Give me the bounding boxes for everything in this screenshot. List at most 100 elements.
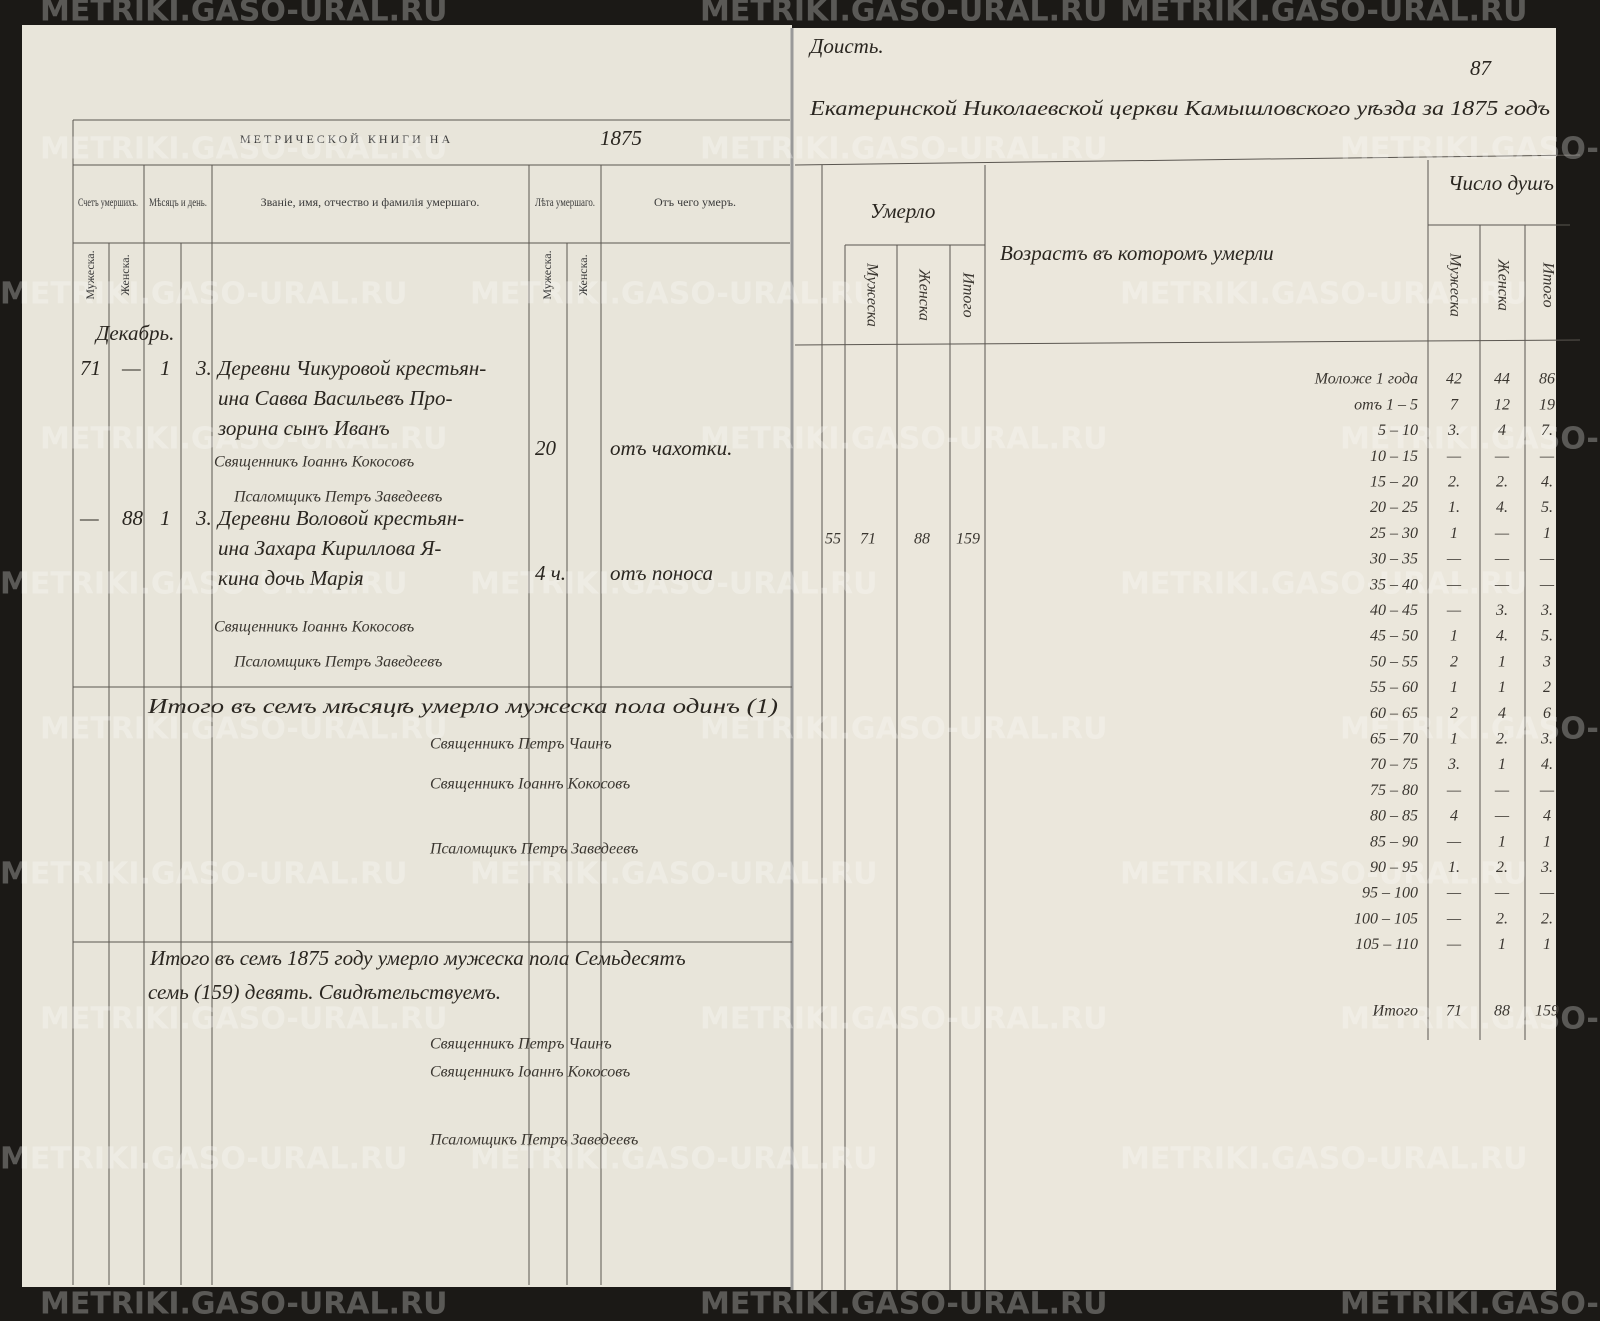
age-row-label: 5 – 10 [1378, 422, 1418, 439]
died-total: 71 [860, 531, 876, 548]
watermark: METRIKI.GASO-URAL.RU [700, 422, 1108, 457]
age-row-value: 1 [1498, 653, 1506, 670]
died-subheader: Мужеска [863, 262, 880, 327]
entry-month-day: 1 [160, 506, 171, 530]
age-row-value: 5. [1541, 628, 1553, 645]
entry-text: ина Захара Кириллова Я- [218, 536, 441, 560]
age-row-value: — [1446, 833, 1462, 850]
signature: Священникъ Іоаннъ Кокосовъ [214, 454, 414, 471]
entry-male: 71 [80, 356, 101, 380]
age-header: Возрастъ въ которомъ умерли [1000, 241, 1274, 265]
souls-subheader: Мужеска [1446, 252, 1463, 317]
age-row-label: 90 – 95 [1370, 859, 1418, 876]
age-row-value: — [1446, 910, 1462, 927]
book-year: 1875 [600, 126, 642, 150]
column-header: Званіе, имя, отчество и фамилія умершаго… [261, 195, 480, 209]
age-row-value: 2. [1496, 859, 1508, 876]
age-row-value: 3. [1540, 859, 1553, 876]
age-row-value: 1 [1543, 525, 1551, 542]
total-row-value: 88 [1494, 1003, 1510, 1020]
age-row-value: 1. [1448, 499, 1460, 516]
age-row-label: 20 – 25 [1370, 499, 1418, 516]
entry-day: 3. [195, 506, 212, 530]
signature: Псаломщикъ Петръ Заведеевъ [429, 841, 638, 858]
entry-month-day: 1 [160, 356, 171, 380]
age-row-value: 1. [1448, 859, 1460, 876]
age-row-value: 19 [1539, 396, 1555, 413]
year-total: семь (159) девять. Свидѣтельствуемъ. [148, 980, 501, 1004]
age-row-value: 12 [1494, 396, 1510, 413]
age-row-value: 2 [1450, 705, 1458, 722]
age-row-value: — [1446, 782, 1462, 799]
age-row-label: 70 – 75 [1370, 756, 1418, 773]
age-row-value: 4 [1498, 422, 1506, 439]
age-row-value: 1 [1498, 833, 1506, 850]
watermark: METRIKI.GASO-URAL.RU [1120, 1142, 1528, 1177]
died-subheader: Итого [959, 271, 976, 317]
age-row-value: 7 [1450, 396, 1459, 413]
age-row-value: — [1494, 885, 1510, 902]
right-page [792, 28, 1556, 1290]
age-row-value: 2. [1496, 730, 1508, 747]
subcolumn-header: Женска. [576, 254, 590, 295]
age-row-value: 44 [1494, 371, 1510, 388]
age-row-value: — [1539, 448, 1555, 465]
age-row-value: 4 [1498, 705, 1506, 722]
watermark: METRIKI.GASO-URAL.RU [0, 277, 408, 312]
age-row-label: 45 – 50 [1370, 628, 1418, 645]
watermark: METRIKI.GASO-URAL.RU [700, 132, 1108, 167]
age-row-label: 105 – 110 [1355, 936, 1418, 953]
watermark: METRIKI.GASO-URAL.RU [1120, 277, 1528, 312]
age-row-value: — [1446, 885, 1462, 902]
age-row-label: 30 – 35 [1369, 551, 1418, 568]
age-row-value: 1 [1450, 525, 1458, 542]
age-row-value: — [1446, 576, 1462, 593]
left-page [22, 25, 792, 1287]
age-row-label: Моложе 1 года [1314, 371, 1418, 388]
age-row-value: 1 [1450, 628, 1458, 645]
age-row-label: 10 – 15 [1370, 448, 1418, 465]
signature: Священникъ Іоаннъ Кокосовъ [430, 776, 630, 793]
age-row-value: — [1494, 782, 1510, 799]
age-row-value: — [1539, 551, 1555, 568]
entry-cause: отъ поноса [610, 561, 713, 585]
age-row-value: — [1539, 576, 1555, 593]
entry-cause: отъ чахотки. [610, 436, 732, 460]
page-number: 87 [1470, 56, 1493, 80]
watermark: METRIKI.GASO-URAL.RU [40, 1002, 448, 1037]
watermark: METRIKI.GASO-URAL.RU [470, 567, 878, 602]
age-row-value: 2. [1496, 473, 1508, 490]
signature: Псаломщикъ Петръ Заведеевъ [429, 1132, 638, 1149]
subcolumn-header: Женска. [118, 254, 132, 295]
age-row-value: 3 [1542, 653, 1551, 670]
age-row-value: 1 [1543, 936, 1551, 953]
age-row-label: 65 – 70 [1370, 730, 1418, 747]
entry-text: зорина сынъ Иванъ [217, 416, 390, 440]
souls-subheader: Итого [1539, 261, 1556, 307]
age-row-value: 4. [1541, 473, 1553, 490]
age-row-value: 1 [1498, 936, 1506, 953]
age-row-value: 3. [1447, 422, 1460, 439]
age-row-value: 3. [1447, 756, 1460, 773]
entry-male: — [79, 506, 99, 530]
register-title: Екатеринской Николаевской церкви Камышло… [809, 96, 1550, 120]
watermark: METRIKI.GASO-URAL.RU [40, 422, 448, 457]
age-row-value: 4. [1496, 499, 1508, 516]
age-row-value: 4 [1543, 808, 1551, 825]
watermark: METRIKI.GASO-URAL.RU [700, 0, 1108, 29]
died-total: 159 [956, 531, 980, 548]
died-subheader: Женска [915, 268, 932, 321]
age-row-value: — [1446, 602, 1462, 619]
subcolumn-header: Мужеска. [540, 250, 554, 299]
watermark: METRIKI.GASO-URAL.RU [0, 567, 408, 602]
entry-female: 88 [122, 506, 144, 530]
watermark: METRIKI.GASO-URAL.RU [1340, 1002, 1600, 1037]
entry-female: — [121, 356, 141, 380]
signature: Священникъ Іоаннъ Кокосовъ [214, 619, 414, 636]
month: Декабрь. [94, 321, 174, 345]
age-row-value: — [1446, 448, 1462, 465]
watermark: METRIKI.GASO-URAL.RU [40, 0, 448, 29]
age-row-value: 1 [1543, 833, 1551, 850]
total-row-label: Итого [1372, 1003, 1418, 1020]
age-row-value: — [1446, 936, 1462, 953]
